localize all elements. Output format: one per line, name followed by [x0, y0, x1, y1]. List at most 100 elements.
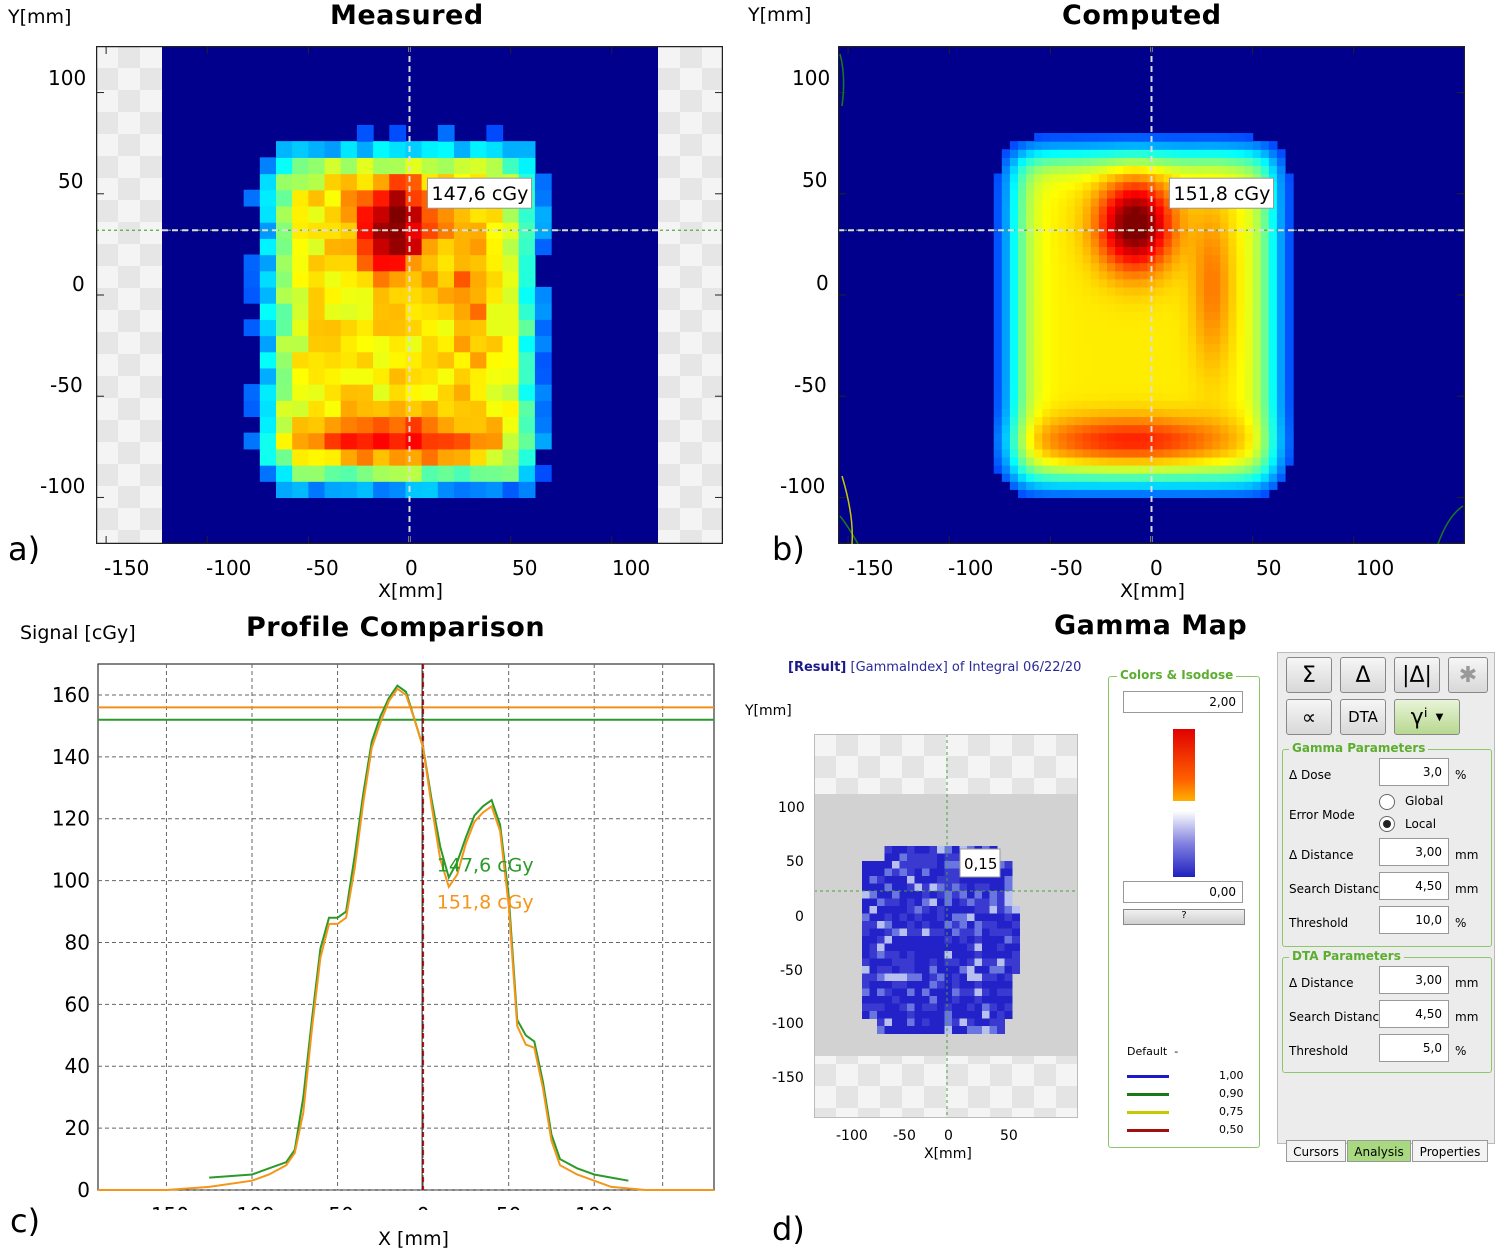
panel-d-title: Gamma Map	[1054, 610, 1248, 641]
isodose-value: 0,75	[1219, 1105, 1244, 1118]
x-tick-label: 100	[575, 1203, 613, 1210]
abs-delta-tool-button[interactable]: |Δ|	[1394, 657, 1440, 693]
cursor-value-label: 151,8 cGy	[1174, 183, 1271, 205]
tab-analysis[interactable]: Analysis	[1347, 1140, 1411, 1162]
ytick: 0	[72, 272, 85, 296]
xtick: -50	[1050, 556, 1083, 580]
link-tool-button[interactable]: ∝	[1286, 699, 1332, 735]
tick-labels: -150 -100 -50 0 50 100 0 20 40 60 80 100 120 140 160	[52, 683, 614, 1210]
cursor-value-label: 147,6 cGy	[432, 183, 529, 205]
ytick: -50	[780, 963, 803, 979]
gamma-parameters-title: Gamma Parameters	[1289, 741, 1429, 755]
xtick: -150	[848, 556, 894, 580]
threshold-field[interactable]: 10,0	[1379, 906, 1449, 934]
dta-search-distance-label: Search Distance	[1289, 1010, 1387, 1024]
ytick: -50	[794, 373, 827, 397]
dta-search-distance-unit: mm	[1455, 1010, 1479, 1024]
ytick: -50	[50, 373, 83, 397]
dose-unit: %	[1455, 768, 1467, 782]
ytick: 50	[786, 854, 804, 870]
legend-computed: 151,8 cGy	[437, 891, 534, 913]
distance-field[interactable]: 3,00	[1379, 838, 1449, 866]
legend-measured: 147,6 cGy	[437, 854, 534, 876]
sum-icon: Σ	[1302, 662, 1316, 688]
colorbar-high	[1173, 729, 1195, 801]
dose-pixels	[243, 124, 552, 499]
delta-tool-button[interactable]: Δ	[1340, 657, 1386, 693]
panel-b-label: b)	[772, 530, 805, 568]
panel-c-xlabel: X [mm]	[378, 1228, 449, 1250]
x-tick-label: 50	[496, 1203, 521, 1210]
dta-search-distance-field[interactable]: 4,50	[1379, 1000, 1449, 1028]
ytick: 0	[795, 909, 804, 925]
isodose-value: 0,50	[1219, 1123, 1244, 1136]
xtick: 50	[1256, 556, 1282, 580]
tab-properties[interactable]: Properties	[1412, 1140, 1488, 1162]
delta-icon: Δ	[1355, 662, 1371, 688]
ytick: 0	[816, 271, 829, 295]
xtick: 100	[1356, 556, 1395, 580]
measured-dose-map[interactable]: 147,6 cGy	[96, 46, 723, 544]
gamma-cursor-value: 0,15	[964, 855, 997, 873]
tick-marks	[838, 46, 1465, 544]
isodose-value: 0,90	[1219, 1087, 1244, 1100]
gamma-tool-dropdown[interactable]: γⁱ ▼	[1394, 699, 1460, 735]
gamma-xlabel: X[mm]	[924, 1146, 972, 1162]
y-tick-label: 60	[65, 992, 90, 1016]
dta-threshold-label: Threshold	[1289, 1044, 1349, 1058]
ytick: 50	[58, 169, 84, 193]
x-tick-label: -150	[144, 1203, 189, 1210]
y-tick-label: 80	[65, 930, 90, 954]
local-label: Local	[1405, 817, 1437, 831]
isodose-header: Default -	[1127, 1045, 1179, 1058]
chevron-down-icon: ▼	[1435, 711, 1444, 723]
search-distance-unit: mm	[1455, 882, 1479, 896]
dta-threshold-field[interactable]: 5,0	[1379, 1034, 1449, 1062]
y-tick-label: 100	[52, 869, 90, 893]
ytick: -100	[780, 474, 826, 498]
dta-distance-unit: mm	[1455, 976, 1479, 990]
dta-threshold-unit: %	[1455, 1044, 1467, 1058]
computed-dose-map[interactable]: 151,8 cGy	[838, 46, 1465, 544]
star-icon: ✱	[1458, 662, 1478, 688]
help-button[interactable]: ?	[1123, 909, 1245, 925]
panel-c-label: c)	[10, 1202, 41, 1240]
y-tick-label: 20	[65, 1116, 90, 1140]
star-tool-button[interactable]: ✱	[1448, 657, 1488, 693]
gamma-cursor-label-box	[959, 848, 1001, 878]
color-max-field[interactable]: 2,00	[1123, 691, 1243, 713]
ytick: 50	[802, 168, 828, 192]
dta-distance-field[interactable]: 3,00	[1379, 966, 1449, 994]
isodose-line-swatch	[1127, 1111, 1169, 1114]
search-distance-field[interactable]: 4,50	[1379, 872, 1449, 900]
color-min-field[interactable]: 0,00	[1123, 881, 1243, 903]
dta-distance-label: Δ Distance	[1289, 976, 1354, 990]
ytick: 100	[48, 66, 87, 90]
gamma-icon: γⁱ	[1410, 704, 1428, 730]
panel-b-xlabel: X[mm]	[1120, 580, 1185, 602]
isodose-value: 1,00	[1219, 1069, 1244, 1082]
tab-cursors[interactable]: Cursors	[1286, 1140, 1346, 1162]
panel-a-title: Measured	[330, 0, 484, 31]
ytick: 100	[792, 66, 831, 90]
isodose-line-swatch	[1127, 1093, 1169, 1096]
distance-label: Δ Distance	[1289, 848, 1354, 862]
global-radio[interactable]	[1379, 794, 1395, 810]
xtick: 0	[944, 1128, 953, 1144]
xtick: 100	[612, 556, 651, 580]
local-radio[interactable]	[1379, 816, 1395, 832]
dose-field[interactable]: 3,0	[1379, 758, 1449, 786]
gamma-map[interactable]: 0,15	[814, 734, 1078, 1118]
profile-chart[interactable]: -150 -100 -50 0 50 100 0 20 40 60 80 100 120 140 160 14…	[40, 650, 740, 1210]
cursor-label-box	[427, 177, 532, 209]
analysis-panel: Σ Δ |Δ| ✱ ∝ DTA γⁱ ▼ Gamma Parameters Δ D…	[1277, 652, 1495, 1144]
grid	[98, 664, 714, 1191]
xtick: 0	[405, 556, 418, 580]
isodose-header-label: Default	[1127, 1045, 1168, 1058]
dta-parameters-group: DTA Parameters Δ Distance 3,00 mm Search…	[1282, 949, 1492, 1073]
sum-tool-button[interactable]: Σ	[1286, 657, 1332, 693]
dta-tool-button[interactable]: DTA	[1340, 699, 1386, 735]
cursor-label-box	[1169, 177, 1274, 209]
xtick: -50	[306, 556, 339, 580]
panel-a-ylabel: Y[mm]	[8, 6, 72, 28]
